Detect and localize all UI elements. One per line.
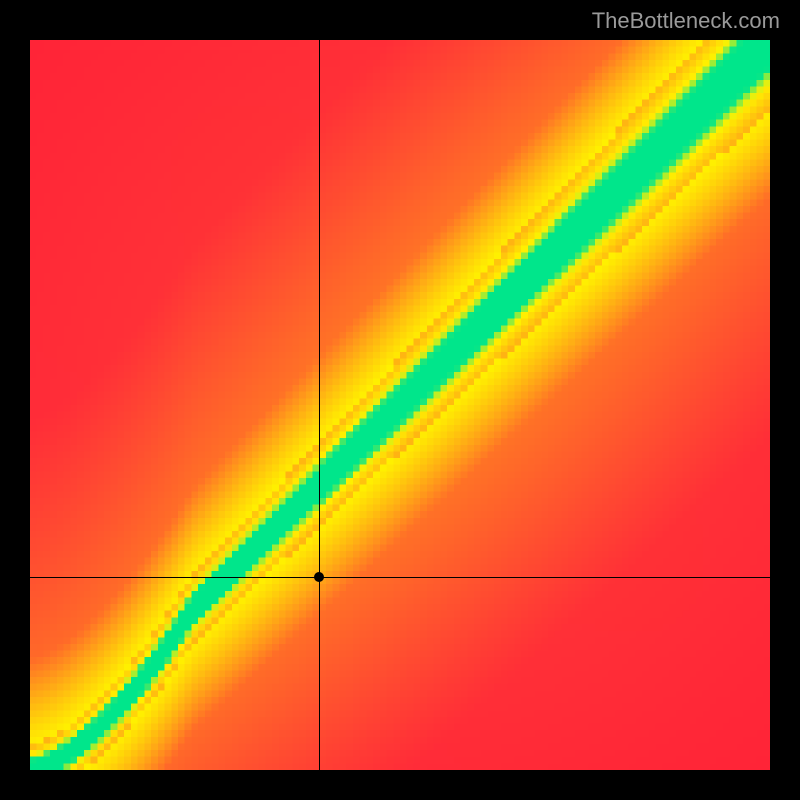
crosshair-vertical [319, 40, 320, 770]
bottleneck-heatmap [30, 40, 770, 770]
heatmap-canvas [30, 40, 770, 770]
point-marker [314, 572, 324, 582]
watermark: TheBottleneck.com [592, 8, 780, 34]
crosshair-horizontal [30, 577, 770, 578]
